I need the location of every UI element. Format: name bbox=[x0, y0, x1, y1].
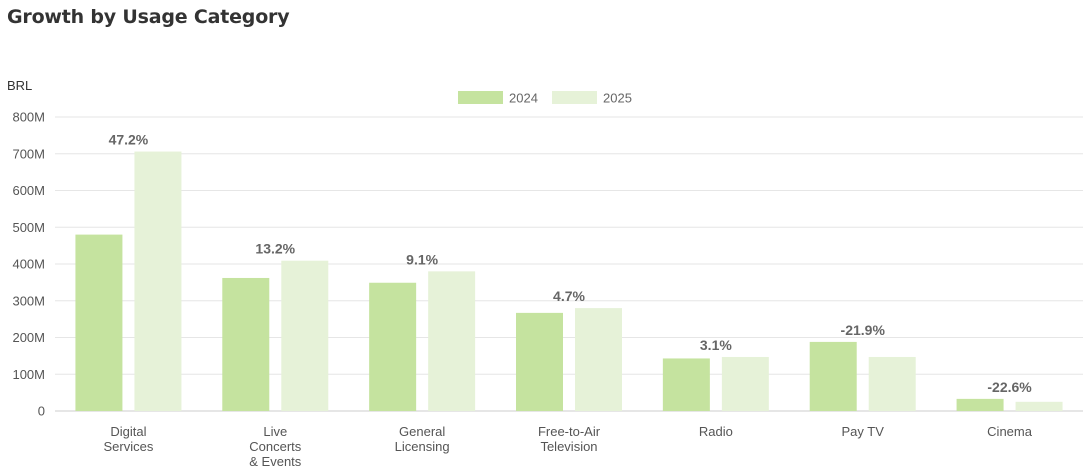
y-axis: BRL 0 100M 200M 300M 400M 500M 600M 700M 800M bbox=[7, 78, 45, 419]
bar-2025[interactable] bbox=[721, 356, 769, 411]
growth-label: 13.2% bbox=[255, 241, 295, 257]
bar-2024[interactable] bbox=[516, 312, 563, 411]
x-category-label: Radio bbox=[699, 424, 733, 439]
growth-labels: 47.2% 13.2% 9.1% 4.7% 3.1% -21.9% -22.6% bbox=[109, 132, 1033, 395]
y-tick-label: 800M bbox=[12, 110, 45, 125]
legend-swatch[interactable] bbox=[552, 91, 597, 104]
bar-2024[interactable] bbox=[662, 358, 710, 411]
growth-label: 47.2% bbox=[109, 132, 149, 148]
growth-label: 4.7% bbox=[553, 288, 585, 304]
bar-2024[interactable] bbox=[956, 398, 1004, 411]
bar-2025[interactable] bbox=[575, 308, 622, 411]
x-category-label: Live Concerts & Events bbox=[249, 424, 302, 469]
legend-label[interactable]: 2025 bbox=[603, 91, 632, 106]
growth-label: 9.1% bbox=[406, 251, 438, 267]
bar-2025[interactable] bbox=[868, 356, 916, 411]
y-tick-label: 600M bbox=[12, 183, 45, 198]
bar-2024[interactable] bbox=[222, 277, 270, 411]
y-tick-label: 0 bbox=[38, 404, 45, 419]
growth-label: 3.1% bbox=[700, 337, 732, 353]
bar-2024[interactable] bbox=[809, 341, 857, 411]
bar-2024[interactable] bbox=[75, 234, 123, 411]
chart-title: Growth by Usage Category bbox=[7, 6, 290, 28]
bar-2025[interactable] bbox=[428, 271, 476, 411]
y-tick-label: 100M bbox=[12, 367, 45, 382]
legend-swatch[interactable] bbox=[458, 91, 503, 104]
y-axis-unit-label: BRL bbox=[7, 78, 32, 93]
bar-2025[interactable] bbox=[1015, 401, 1063, 411]
y-tick-label: 200M bbox=[12, 330, 45, 345]
y-tick-label: 400M bbox=[12, 257, 45, 272]
legend-label[interactable]: 2024 bbox=[509, 91, 538, 106]
y-tick-label: 300M bbox=[12, 293, 45, 308]
x-category-label: Pay TV bbox=[842, 424, 885, 439]
bar-2025[interactable] bbox=[134, 151, 182, 412]
grid-lines bbox=[55, 116, 1083, 412]
x-category-label: Digital Services bbox=[103, 424, 153, 454]
y-tick-label: 500M bbox=[12, 220, 45, 235]
x-category-label: General Licensing bbox=[395, 424, 450, 454]
growth-label: -21.9% bbox=[841, 322, 886, 338]
legend: 2024 2025 bbox=[458, 91, 632, 106]
bar-2024[interactable] bbox=[369, 282, 417, 411]
bar-2025[interactable] bbox=[281, 260, 329, 411]
x-category-label: Free-to-Air Television bbox=[538, 424, 601, 454]
x-axis: Digital Services Live Concerts & Events Gener… bbox=[103, 424, 1032, 469]
growth-label: -22.6% bbox=[987, 379, 1032, 395]
x-category-label: Cinema bbox=[987, 424, 1033, 439]
y-tick-label: 700M bbox=[12, 146, 45, 161]
bars bbox=[75, 151, 1063, 412]
